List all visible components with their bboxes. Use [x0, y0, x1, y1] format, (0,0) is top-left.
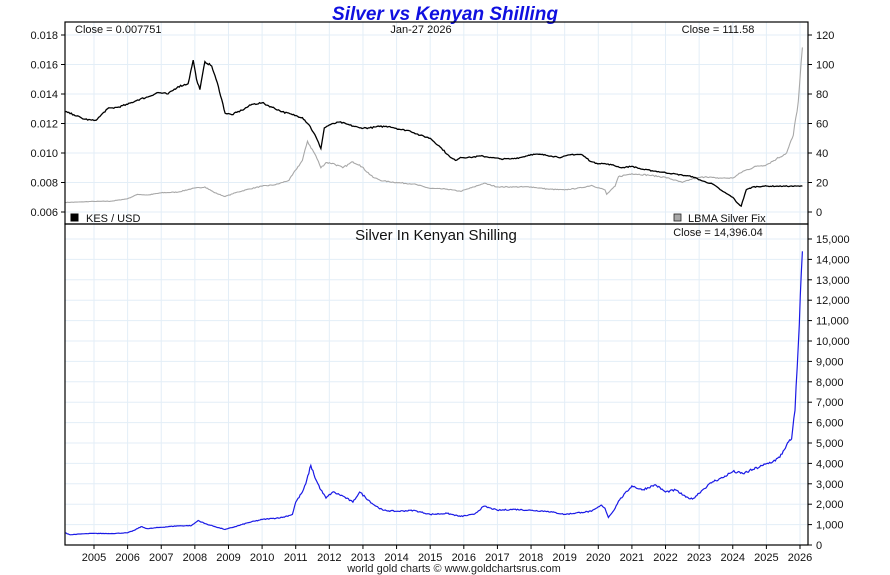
lower-series-group — [64, 251, 803, 536]
y-right-tick-label: 100 — [816, 60, 834, 72]
lower-grid — [65, 224, 808, 546]
upper-date: Jan-27 2026 — [390, 24, 451, 36]
series-line-silver-kes — [64, 251, 803, 536]
x-tick-label: 2026 — [788, 552, 812, 564]
x-tick-label: 2015 — [418, 552, 442, 564]
x-tick-label: 2007 — [149, 552, 173, 564]
y-lower-tick-label: 9,000 — [816, 356, 844, 368]
series-line-lbma-silver — [65, 47, 803, 204]
lower-right-axis: 0 1,000 2,000 3,000 4,000 5,000 6,000 7,000 8,00… — [808, 234, 850, 552]
lower-panel-frame — [64, 223, 809, 546]
y-right-tick-label: 80 — [816, 89, 828, 101]
y-left-tick-label: 0.006 — [30, 207, 58, 219]
upper-close-left: Close = 0.007751 — [75, 24, 162, 36]
y-lower-tick-label: 15,000 — [816, 234, 850, 246]
y-lower-tick-label: 8,000 — [816, 377, 844, 389]
legend-swatch-kes-usd — [70, 213, 79, 222]
upper-close-right: Close = 111.58 — [682, 24, 755, 36]
legend-lbma-silver: LBMA Silver Fix — [688, 213, 766, 225]
y-right-tick-label: 20 — [816, 178, 828, 190]
x-tick-label: 2024 — [721, 552, 745, 564]
y-left-tick-label: 0.014 — [30, 89, 58, 101]
y-left-tick-label: 0.016 — [30, 60, 58, 72]
legend-kes-usd: KES / USD — [86, 213, 140, 225]
y-lower-tick-label: 6,000 — [816, 418, 844, 430]
y-lower-tick-label: 5,000 — [816, 438, 844, 450]
x-tick-label: 2023 — [687, 552, 711, 564]
x-tick-label: 2016 — [452, 552, 476, 564]
y-lower-tick-label: 10,000 — [816, 336, 850, 348]
y-left-tick-label: 0.012 — [30, 119, 58, 131]
x-tick-label: 2021 — [620, 552, 644, 564]
y-left-tick-label: 0.008 — [30, 178, 58, 190]
x-tick-label: 2017 — [485, 552, 509, 564]
y-right-tick-label: 120 — [816, 30, 834, 42]
x-tick-label: 2014 — [384, 552, 408, 564]
footer-credit: world gold charts © www.goldchartsrus.co… — [346, 563, 561, 575]
x-tick-label: 2018 — [519, 552, 543, 564]
x-tick-label: 2011 — [284, 552, 308, 564]
y-lower-tick-label: 2,000 — [816, 499, 844, 511]
series-line-kes-usd — [64, 59, 803, 208]
y-lower-tick-label: 3,000 — [816, 479, 844, 491]
y-right-tick-label: 60 — [816, 119, 828, 131]
lower-subtitle: Silver In Kenyan Shilling — [355, 227, 517, 244]
y-left-tick-label: 0.010 — [30, 148, 58, 160]
x-tick-label: 2012 — [317, 552, 341, 564]
y-right-tick-label: 0 — [816, 207, 822, 219]
x-tick-label: 2008 — [183, 552, 207, 564]
chart-title: Silver vs Kenyan Shilling — [332, 4, 558, 25]
y-lower-tick-label: 14,000 — [816, 254, 850, 266]
x-axis: 2005 2006 2007 2008 2009 2010 2011 2012 2013 2014… — [82, 545, 812, 564]
y-lower-tick-label: 13,000 — [816, 275, 850, 287]
y-lower-tick-label: 0 — [816, 540, 822, 552]
y-lower-tick-label: 7,000 — [816, 397, 844, 409]
x-tick-label: 2022 — [653, 552, 677, 564]
lower-close: Close = 14,396.04 — [673, 227, 763, 239]
x-tick-label: 2006 — [115, 552, 139, 564]
y-left-tick-label: 0.018 — [30, 30, 58, 42]
upper-right-axis: 0 20 40 60 80 100 120 — [808, 30, 834, 219]
upper-left-axis: 0.006 0.008 0.010 0.012 0.014 0.016 0.018 — [30, 30, 65, 219]
y-lower-tick-label: 1,000 — [816, 520, 844, 532]
y-lower-tick-label: 12,000 — [816, 295, 850, 307]
x-tick-label: 2005 — [82, 552, 106, 564]
y-lower-tick-label: 4,000 — [816, 458, 844, 470]
upper-grid — [65, 22, 808, 224]
y-right-tick-label: 40 — [816, 148, 828, 160]
x-tick-label: 2019 — [552, 552, 576, 564]
x-tick-label: 2025 — [754, 552, 778, 564]
x-tick-label: 2013 — [351, 552, 375, 564]
y-lower-tick-label: 11,000 — [816, 316, 849, 328]
x-tick-label: 2020 — [586, 552, 610, 564]
upper-series-group — [64, 47, 803, 208]
legend-swatch-silver — [673, 213, 682, 222]
x-tick-label: 2010 — [250, 552, 274, 564]
x-tick-label: 2009 — [216, 552, 240, 564]
